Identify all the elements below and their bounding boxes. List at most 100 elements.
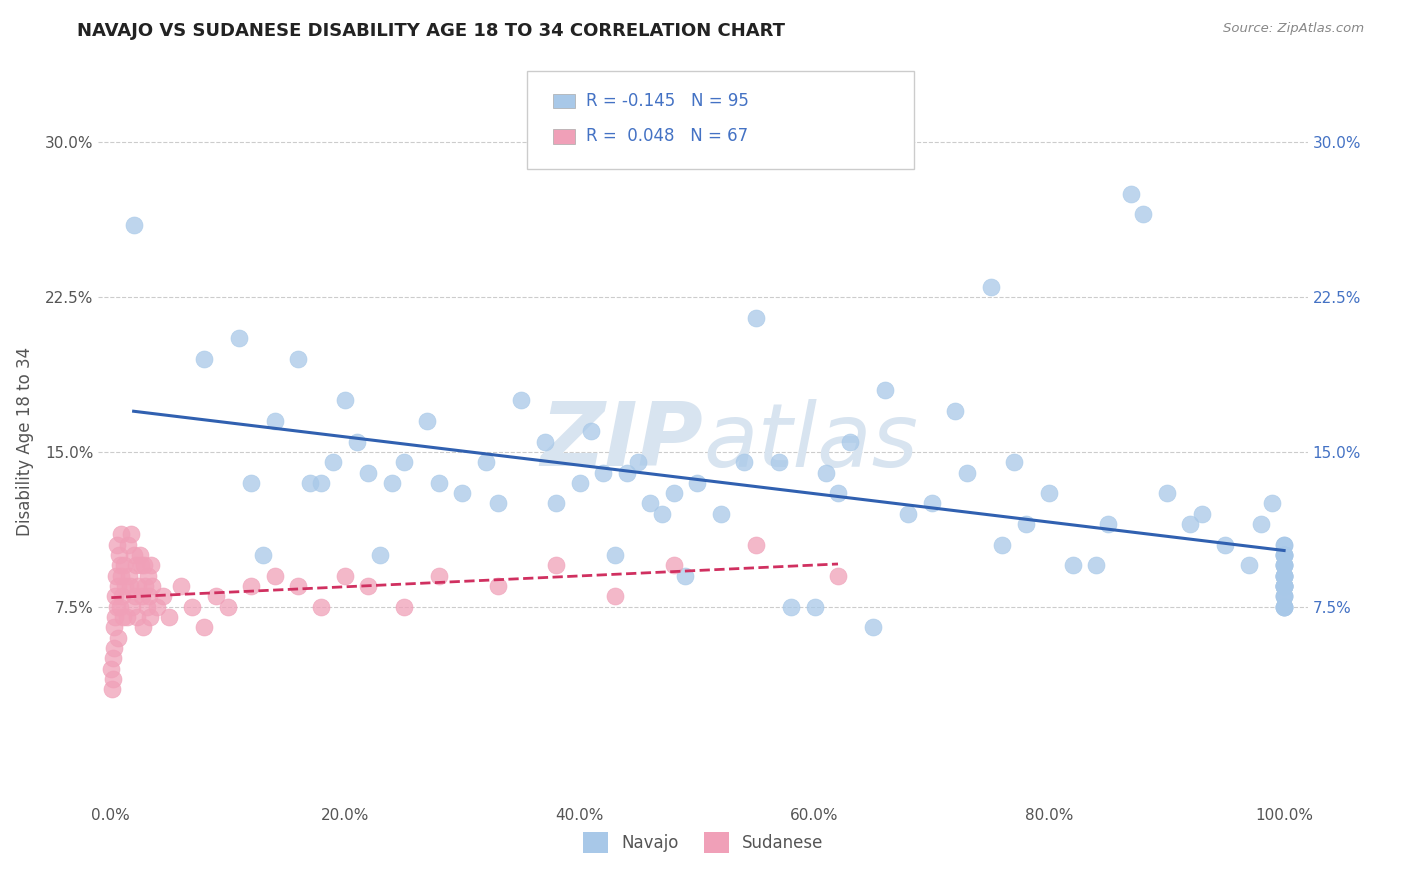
Point (980, 279, 1002, 293)
Point (217, 599, 239, 614)
Point (1272, 548, 1295, 562)
Point (991, 538, 1014, 552)
Point (107, 631, 129, 645)
Point (1272, 590, 1295, 604)
Point (121, 599, 143, 614)
Point (105, 568, 128, 582)
Point (451, 486, 474, 500)
Point (1272, 579, 1295, 593)
Point (1191, 507, 1213, 521)
Point (138, 590, 160, 604)
Point (1272, 558, 1295, 573)
Point (311, 599, 333, 614)
Point (510, 393, 533, 408)
Point (1156, 486, 1178, 500)
Point (581, 424, 603, 438)
Point (122, 218, 145, 232)
Point (120, 527, 142, 541)
Point (346, 434, 368, 449)
Point (1237, 558, 1260, 573)
Point (392, 599, 415, 614)
Point (1272, 579, 1295, 593)
Point (136, 568, 159, 582)
Point (134, 558, 156, 573)
Point (381, 475, 404, 490)
Point (533, 434, 555, 449)
Point (263, 414, 285, 428)
Point (1015, 517, 1038, 532)
Text: NAVAJO VS SUDANESE DISABILITY AGE 18 TO 34 CORRELATION CHART: NAVAJO VS SUDANESE DISABILITY AGE 18 TO … (77, 22, 786, 40)
Point (252, 548, 274, 562)
Point (1272, 579, 1295, 593)
Point (662, 486, 685, 500)
Point (733, 455, 755, 469)
Point (101, 682, 124, 697)
Point (204, 590, 226, 604)
Point (152, 590, 174, 604)
Point (1272, 590, 1295, 604)
Point (1272, 568, 1295, 582)
Point (101, 672, 124, 686)
Point (1272, 590, 1295, 604)
Point (662, 558, 685, 573)
Point (111, 590, 134, 604)
Point (1272, 558, 1295, 573)
Point (592, 466, 614, 480)
Point (298, 475, 321, 490)
Point (803, 599, 825, 614)
Point (104, 610, 127, 624)
Point (1272, 568, 1295, 582)
Point (1272, 599, 1295, 614)
Point (146, 599, 169, 614)
Point (131, 590, 153, 604)
Point (127, 579, 149, 593)
Point (616, 466, 638, 480)
Point (118, 568, 141, 582)
Point (125, 558, 148, 573)
Point (122, 548, 145, 562)
Legend: Navajo, Sudanese: Navajo, Sudanese (576, 826, 830, 860)
Point (392, 455, 415, 469)
Point (181, 599, 204, 614)
Point (627, 455, 650, 469)
Text: R = -0.145   N = 95: R = -0.145 N = 95 (586, 92, 749, 110)
Point (129, 558, 152, 573)
Point (120, 579, 142, 593)
Point (108, 599, 131, 614)
Point (651, 507, 673, 521)
Point (228, 331, 250, 345)
Point (112, 610, 135, 624)
Point (287, 351, 309, 366)
Point (1272, 548, 1295, 562)
Point (475, 455, 498, 469)
Point (1121, 186, 1143, 201)
Point (134, 579, 156, 593)
Point (1097, 517, 1119, 532)
Point (1272, 599, 1295, 614)
Text: Source: ZipAtlas.com: Source: ZipAtlas.com (1223, 22, 1364, 36)
Point (141, 558, 163, 573)
Point (1272, 558, 1295, 573)
Point (815, 466, 838, 480)
Point (1272, 599, 1295, 614)
Point (745, 310, 768, 325)
Point (1038, 486, 1060, 500)
Point (673, 568, 696, 582)
Point (193, 351, 215, 366)
Point (333, 393, 356, 408)
Point (311, 475, 333, 490)
Point (105, 599, 128, 614)
Text: atlas: atlas (703, 399, 918, 484)
Point (638, 496, 661, 510)
Point (1272, 568, 1295, 582)
Point (103, 640, 125, 655)
Point (157, 610, 180, 624)
Point (768, 455, 790, 469)
Point (103, 620, 125, 634)
Point (486, 496, 509, 510)
Text: R =  0.048   N = 67: R = 0.048 N = 67 (586, 128, 748, 145)
Point (873, 383, 896, 397)
Point (838, 434, 860, 449)
Point (115, 610, 138, 624)
Point (357, 466, 380, 480)
